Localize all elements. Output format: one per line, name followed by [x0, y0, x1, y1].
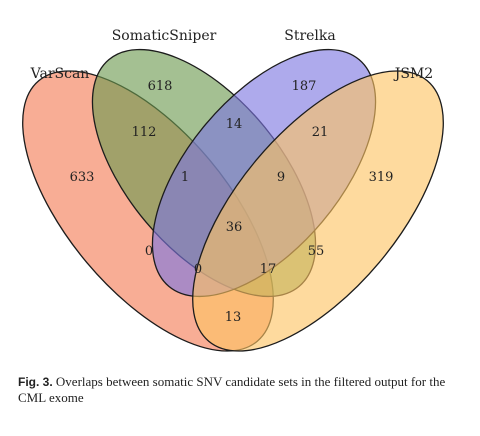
- region-count-strelka-jsm2: 21: [312, 125, 329, 140]
- region-count-varscan-somaticsniper: 112: [132, 125, 157, 140]
- region-count-strelka-only: 187: [292, 79, 317, 94]
- region-count-somaticsniper-strelka: 14: [226, 117, 243, 132]
- set-label-jsm2: JSM2: [393, 66, 433, 82]
- set-label-somaticsniper: SomaticSniper: [112, 28, 217, 44]
- region-count-varscan-jsm2: 13: [225, 310, 242, 325]
- figure-caption: Fig. 3. Overlaps between somatic SNV can…: [18, 374, 458, 406]
- region-count-varscan-somaticsniper-strelka: 1: [181, 170, 189, 185]
- region-count-somaticsniper-only: 618: [148, 79, 173, 94]
- region-count-all-four: 36: [226, 220, 243, 235]
- region-count-somaticsniper-jsm2: 55: [308, 244, 325, 259]
- region-count-varscan-strelka-jsm2: 0: [194, 262, 202, 277]
- region-count-varscan-somaticsniper-jsm2: 17: [260, 262, 277, 277]
- ellipse-jsm2: [192, 70, 444, 352]
- region-count-varscan-only: 633: [70, 170, 95, 185]
- region-count-somaticsniper-strelka-jsm2: 9: [277, 170, 285, 185]
- caption-label: Fig. 3.: [18, 375, 53, 389]
- caption-text: Overlaps between somatic SNV candidate s…: [18, 374, 446, 405]
- set-label-strelka: Strelka: [284, 28, 336, 44]
- region-count-jsm2-only: 319: [369, 170, 394, 185]
- region-count-varscan-strelka: 0: [145, 244, 153, 259]
- venn-diagram: VarScan SomaticSniper Strelka JSM2 633 6…: [22, 28, 444, 352]
- set-label-varscan: VarScan: [30, 66, 90, 82]
